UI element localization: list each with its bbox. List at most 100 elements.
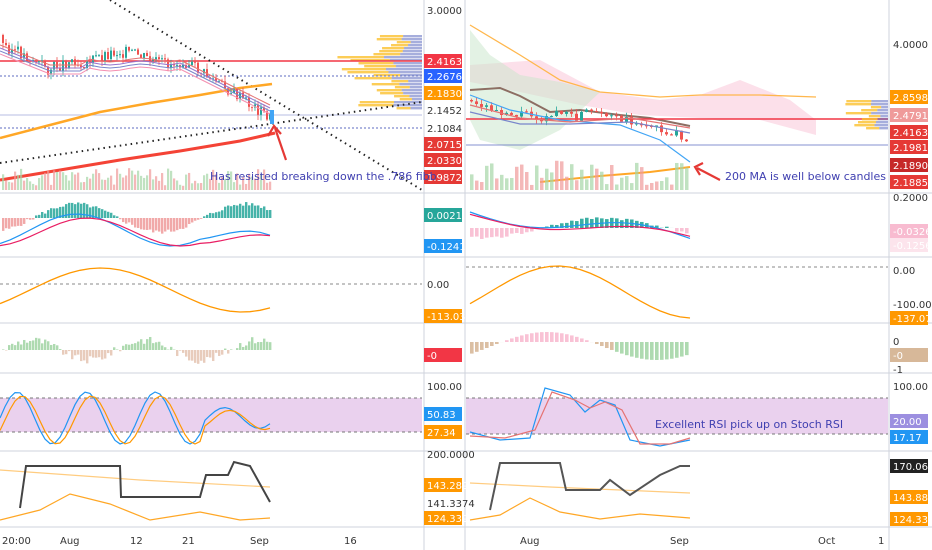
candle <box>2 35 4 43</box>
momentum-bar <box>675 342 679 358</box>
volume-profile-bar <box>400 53 422 56</box>
momentum-bar <box>260 342 263 350</box>
volume-profile-bar <box>846 100 872 103</box>
momentum-bar <box>269 342 272 350</box>
candle <box>615 115 618 117</box>
momentum-bar <box>580 338 584 342</box>
candle <box>266 111 268 120</box>
macd-histogram-bar <box>185 218 188 228</box>
volume-bar <box>17 174 20 190</box>
di-minus-line <box>469 497 691 521</box>
left-macd-label: 0.0021 <box>427 211 462 222</box>
candle <box>263 107 265 112</box>
volume-profile-bar <box>380 92 404 95</box>
macd-histogram-bar <box>665 226 669 228</box>
candle <box>23 53 25 59</box>
volume-bar <box>125 175 128 190</box>
volume-profile-bar <box>402 50 422 53</box>
momentum-bar <box>227 350 230 354</box>
volume-profile-bar <box>373 53 401 56</box>
left-cci-label: -113.03 <box>427 312 466 323</box>
macd-histogram-bar <box>480 228 484 239</box>
volume-bar <box>200 183 203 190</box>
momentum-bar <box>44 339 47 350</box>
macd-histogram-bar <box>239 203 242 218</box>
momentum-bar <box>660 342 664 360</box>
momentum-bar <box>89 350 92 357</box>
volume-bar <box>14 171 17 190</box>
macd-histogram-bar <box>83 202 86 218</box>
volume-bar <box>74 174 77 190</box>
candle <box>495 109 498 111</box>
candle <box>595 111 598 113</box>
volume-bar <box>26 177 29 190</box>
candle <box>575 113 578 121</box>
candle <box>113 50 115 56</box>
momentum-bar <box>221 350 224 355</box>
candle <box>8 45 10 54</box>
momentum-bar <box>125 344 128 350</box>
momentum-bar <box>230 349 233 350</box>
volume-bar <box>47 170 50 190</box>
momentum-bar <box>2 349 5 350</box>
macd-histogram-bar <box>257 205 260 218</box>
candle <box>101 55 103 61</box>
momentum-bar <box>635 342 639 358</box>
momentum-bar <box>560 333 564 342</box>
volume-bar <box>655 181 659 190</box>
momentum-bar <box>98 350 101 358</box>
volume-profile-bar <box>376 89 402 92</box>
macd-histogram-bar <box>137 218 140 228</box>
candle <box>590 109 593 112</box>
right-price-label: 2.1890 <box>893 161 928 172</box>
volume-bar <box>490 163 494 190</box>
macd-histogram-bar <box>585 217 589 228</box>
macd-histogram-bar <box>53 208 56 218</box>
volume-bar <box>158 180 161 190</box>
volume-bar <box>530 184 534 190</box>
candle <box>570 111 573 114</box>
volume-bar <box>550 172 554 190</box>
candle <box>17 46 19 50</box>
volume-profile-bar <box>854 124 875 127</box>
momentum-bar <box>630 342 634 357</box>
momentum-bar <box>570 335 574 342</box>
momentum-bar <box>74 350 77 356</box>
volume-bar <box>173 178 176 190</box>
volume-bar <box>146 175 149 190</box>
left-dmi-label: 143.2893 <box>427 481 475 492</box>
right-price-label-bg <box>890 175 928 189</box>
momentum-bar <box>239 343 242 350</box>
momentum-bar <box>134 343 137 350</box>
volume-profile-bar <box>403 35 422 38</box>
macd-histogram-bar <box>20 218 23 226</box>
momentum-bar <box>131 343 134 350</box>
volume-bar <box>38 178 41 190</box>
macd-histogram-bar <box>74 204 77 218</box>
candle <box>685 139 688 142</box>
volume-profile-bar <box>410 41 422 44</box>
volume-bar <box>535 165 539 190</box>
macd-histogram-bar <box>203 216 206 218</box>
candle <box>475 101 478 105</box>
volume-bar <box>595 168 599 190</box>
candle <box>5 42 7 46</box>
di-plus-line <box>19 460 271 509</box>
volume-bar <box>32 183 35 190</box>
stoch-d-line <box>469 391 691 445</box>
momentum-bar <box>47 341 50 350</box>
momentum-bar <box>149 336 152 350</box>
volume-bar <box>251 176 254 190</box>
candle <box>635 123 638 125</box>
left-time-tick: 21 <box>182 536 195 547</box>
right-stoch-label: 20.00 <box>893 417 922 428</box>
left-price-label-bg <box>424 69 462 83</box>
volume-bar <box>480 182 484 190</box>
volume-bar <box>203 175 206 190</box>
volume-bar <box>615 184 619 190</box>
momentum-bar <box>520 335 524 342</box>
momentum-bar <box>645 342 649 360</box>
baseline-line <box>469 86 691 127</box>
volume-profile-bar <box>399 83 422 86</box>
volume-bar <box>92 173 95 190</box>
